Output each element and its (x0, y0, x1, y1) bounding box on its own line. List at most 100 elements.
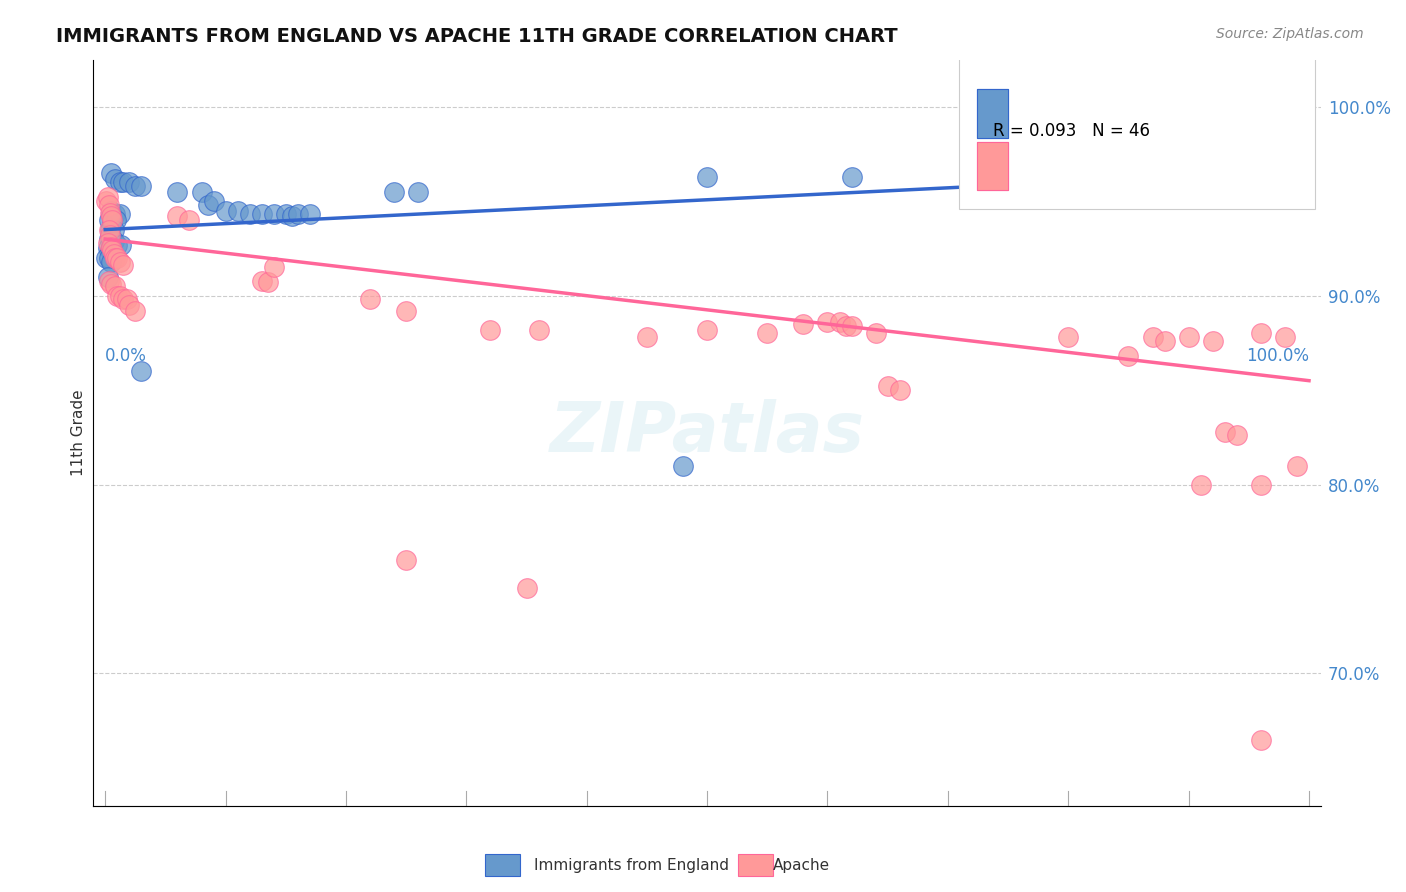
Point (98, 205, 121, 219)
Point (97, 235, 120, 250)
Point (96, 251, 118, 265)
Point (696, 169, 718, 184)
Point (865, 326, 887, 341)
Point (841, 169, 863, 184)
Point (131, 179, 153, 194)
Text: R = 0.093   N = 46: R = 0.093 N = 46 (1014, 70, 1184, 89)
Point (124, 179, 146, 194)
Text: 0.0%: 0.0% (105, 347, 148, 365)
Point (105, 251, 128, 265)
Point (395, 303, 418, 318)
Point (100, 232, 122, 246)
Point (239, 207, 262, 221)
Point (1153, 334, 1175, 348)
Point (112, 293, 135, 307)
Point (104, 279, 127, 293)
Point (115, 293, 138, 307)
Point (1142, 166, 1164, 180)
Point (97, 222, 120, 236)
Text: Apache: Apache (773, 858, 831, 872)
Point (479, 323, 502, 337)
Point (1177, 330, 1199, 344)
Point (298, 207, 321, 221)
Bar (485, 854, 520, 876)
Point (131, 364, 153, 378)
Point (104, 207, 127, 221)
Point (263, 207, 285, 221)
Point (792, 317, 814, 331)
Point (1226, 428, 1249, 442)
FancyBboxPatch shape (977, 142, 1008, 190)
Point (108, 254, 131, 268)
Text: R = 0.093   N = 46: R = 0.093 N = 46 (993, 122, 1150, 140)
Point (110, 237, 132, 252)
FancyBboxPatch shape (977, 89, 1008, 138)
Text: Immigrants from England: Immigrants from England (534, 858, 730, 872)
Point (973, 161, 995, 175)
FancyBboxPatch shape (959, 37, 1315, 209)
Point (696, 323, 718, 337)
Point (105, 237, 128, 252)
Point (250, 207, 273, 221)
Point (101, 213, 124, 227)
Point (103, 222, 125, 236)
Point (97, 242, 120, 256)
Point (105, 288, 128, 302)
Point (118, 298, 141, 312)
Point (98, 228, 121, 243)
Point (112, 259, 135, 273)
Point (118, 175, 141, 189)
Text: R =: R = (1088, 70, 1126, 89)
Point (179, 213, 201, 227)
Point (406, 185, 429, 199)
Point (124, 303, 146, 318)
Point (1142, 330, 1164, 344)
Point (97, 213, 120, 227)
Text: 100.0%: 100.0% (1246, 347, 1309, 365)
Point (756, 326, 779, 341)
Point (672, 458, 695, 473)
Point (1213, 425, 1236, 439)
Point (1250, 732, 1272, 747)
Point (382, 185, 405, 199)
Point (96, 194, 118, 209)
Point (97, 190, 120, 204)
Point (263, 260, 285, 275)
Point (1118, 349, 1140, 363)
Point (103, 234, 125, 248)
Point (97, 251, 120, 265)
Point (100, 166, 122, 180)
Point (876, 379, 898, 393)
Bar (738, 854, 773, 876)
Point (834, 318, 856, 333)
Point (100, 210, 122, 224)
Point (1250, 477, 1272, 491)
Point (190, 185, 212, 199)
Point (100, 277, 122, 292)
Point (841, 318, 863, 333)
Point (105, 213, 128, 227)
Point (250, 274, 273, 288)
Point (395, 553, 418, 567)
Point (889, 383, 911, 397)
Point (108, 288, 131, 302)
Point (166, 210, 188, 224)
Text: R = -0.291  N = 56: R = -0.291 N = 56 (1014, 123, 1185, 141)
Point (1250, 326, 1272, 341)
Point (817, 315, 839, 329)
Point (1285, 458, 1308, 473)
Point (274, 207, 297, 221)
Point (98, 244, 121, 258)
Point (359, 293, 381, 307)
Point (104, 251, 127, 265)
Point (281, 210, 304, 224)
Point (97, 198, 120, 212)
Point (104, 171, 127, 186)
Point (1274, 330, 1296, 344)
Point (103, 247, 125, 261)
Point (100, 254, 122, 268)
Text: ZIPatlas: ZIPatlas (550, 399, 865, 467)
Point (97, 269, 120, 284)
Point (100, 239, 122, 253)
Point (101, 244, 124, 258)
